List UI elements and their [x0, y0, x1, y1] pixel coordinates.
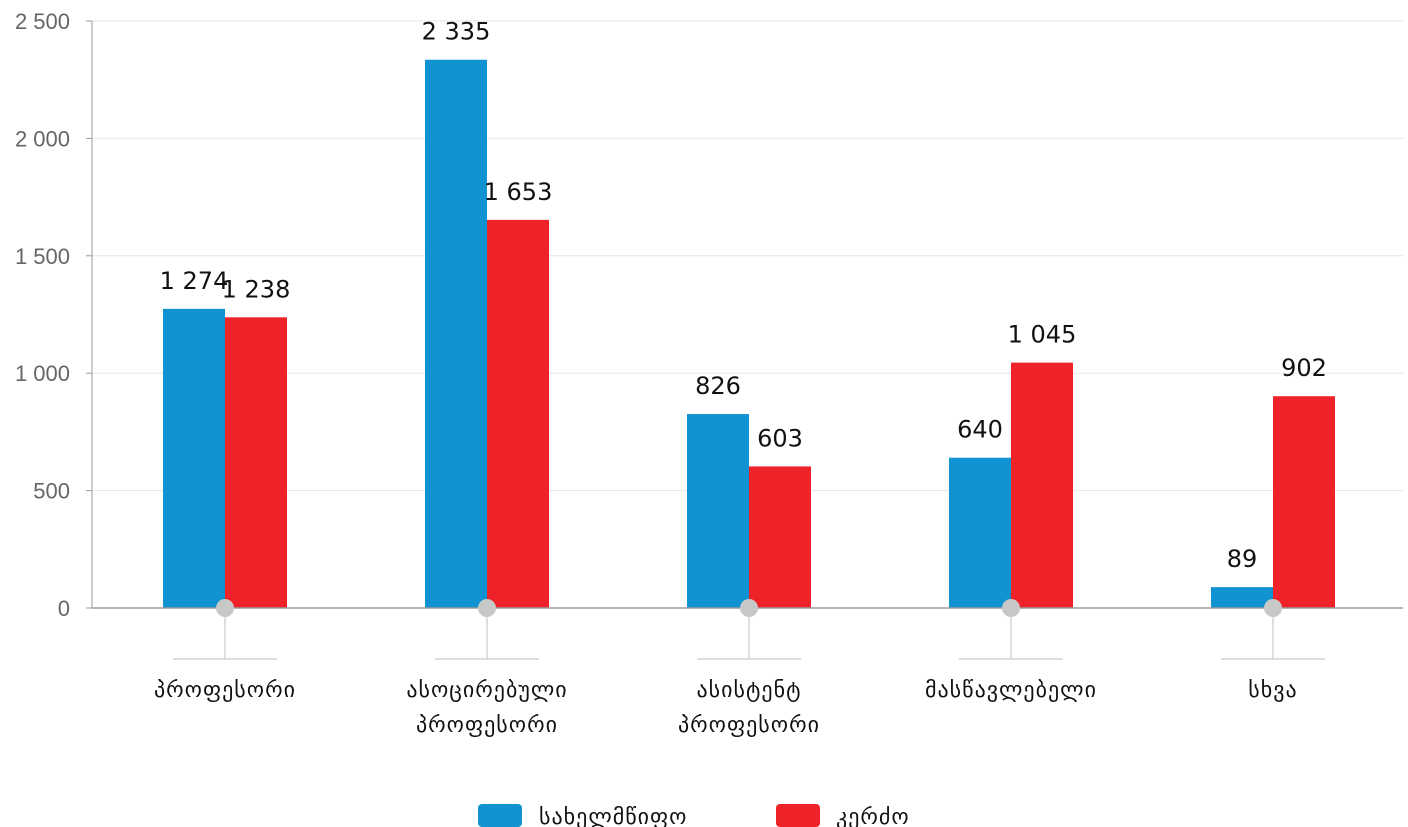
bar: [1011, 362, 1073, 608]
bar: [1211, 587, 1273, 608]
y-tick-label: 2 500: [15, 9, 70, 34]
data-label: 1 274: [160, 267, 229, 295]
y-tick-label: 1 500: [15, 244, 70, 269]
category-marker-dot: [216, 599, 234, 617]
bar: [687, 414, 749, 608]
data-label: 89: [1227, 545, 1258, 573]
data-label: 2 335: [422, 18, 491, 46]
y-tick-label: 500: [33, 479, 70, 504]
data-label: 1 238: [222, 275, 291, 303]
data-label: 603: [757, 424, 803, 452]
bar: [749, 466, 811, 608]
category-markers: [173, 599, 1325, 660]
bar: [949, 457, 1011, 608]
bar: [487, 219, 549, 608]
bar: [163, 308, 225, 608]
data-label: 826: [695, 372, 741, 400]
category-label: პროფესორი: [678, 713, 820, 738]
bar: [225, 317, 287, 608]
category-label: სხვა: [1248, 678, 1297, 703]
category-marker-dot: [740, 599, 758, 617]
bars: [163, 59, 1335, 608]
bar: [425, 59, 487, 608]
category-label: პროფესორი: [154, 678, 296, 703]
category-marker-dot: [1002, 599, 1020, 617]
legend: სახელმწიფო კერძო: [478, 804, 910, 827]
category-marker-dot: [1264, 599, 1282, 617]
legend-label: სახელმწიფო: [539, 805, 687, 827]
data-label: 902: [1281, 354, 1327, 382]
category-label: პროფესორი: [416, 713, 558, 738]
bar: [1273, 396, 1335, 608]
y-tick-label: 1 000: [15, 361, 70, 386]
y-tick-label: 0: [58, 596, 70, 621]
legend-swatch: [776, 804, 820, 827]
gridlines: 0 500 1 000 1 500 2 000 2 500: [15, 9, 1403, 621]
category-label: ასისტენტ: [696, 678, 801, 703]
legend-swatch: [478, 804, 522, 827]
category-label: ასოცირებული: [406, 678, 567, 703]
category-marker-dot: [478, 599, 496, 617]
data-label: 1 653: [484, 178, 553, 206]
data-label: 1 045: [1008, 321, 1077, 349]
y-tick-label: 2 000: [15, 126, 70, 151]
data-label: 640: [957, 416, 1003, 444]
legend-label: კერძო: [836, 805, 910, 827]
category-label: მასწავლებელი: [925, 678, 1097, 703]
category-labels: პროფესორი ასოცირებული პროფესორი ასისტენტ პრო…: [154, 678, 1297, 738]
